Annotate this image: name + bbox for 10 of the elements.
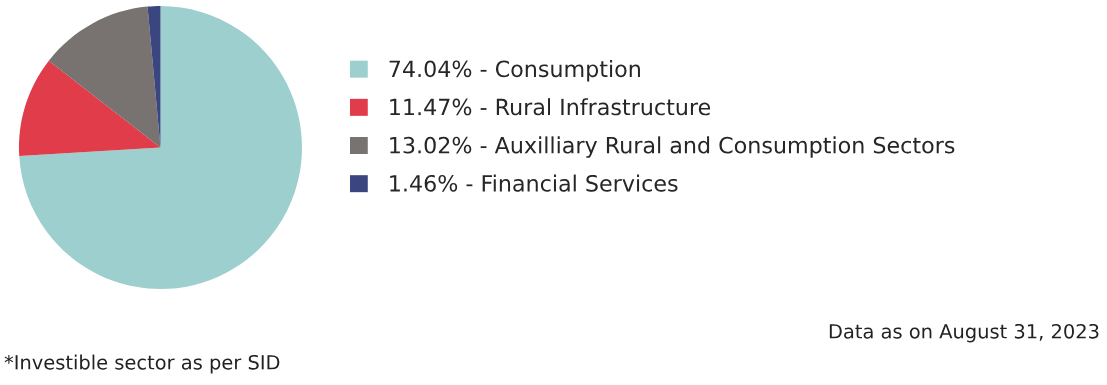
legend-label: 13.02% - Auxilliary Rural and Consumption Sectors: [390, 136, 955, 158]
pie-slice: [147, 6, 161, 148]
legend-label: 11.47% - Rural Infrastructure: [390, 98, 711, 116]
pie-slice: [19, 60, 161, 156]
legend-label: 1.46% - Financial Services: [390, 174, 678, 192]
text: Data as on August 31, 2023: [829, 323, 1099, 343]
pie-slice: [19, 6, 302, 289]
text: *Investible sector as per SID: [4, 354, 280, 374]
pie-slice: [48, 6, 161, 148]
legend-label: 74.04% - Consumption: [389, 60, 640, 82]
